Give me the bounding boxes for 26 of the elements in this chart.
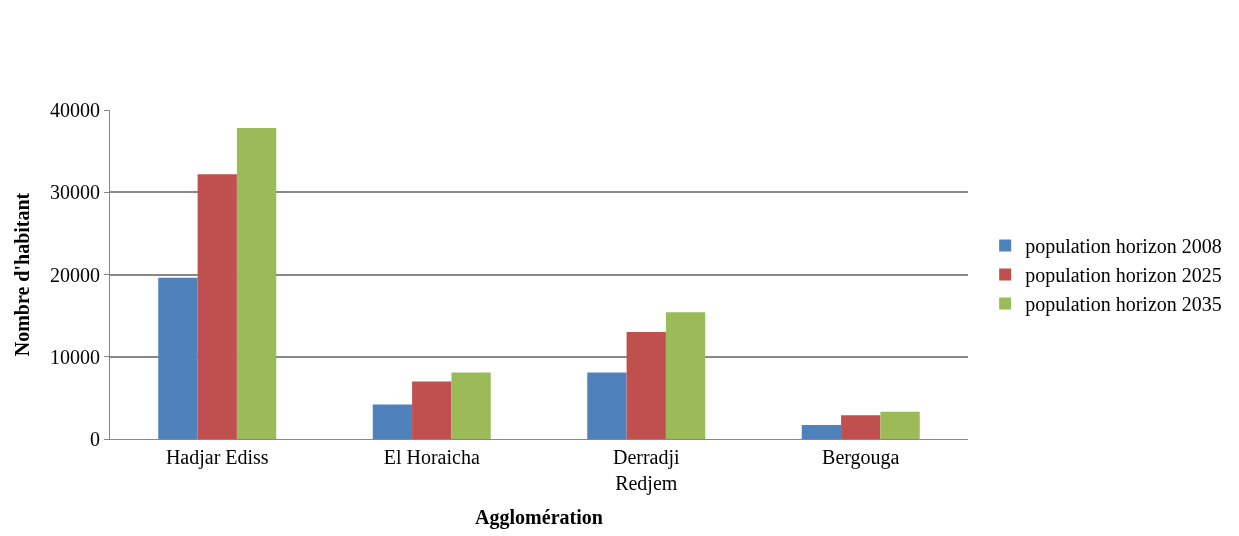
bar [372, 404, 413, 439]
legend-label: population horizon 2035 [1025, 293, 1222, 317]
x-tick-label: Hadjar Ediss [165, 446, 269, 469]
legend-label: population horizon 2008 [1025, 235, 1222, 259]
y-tick-label: 40000 [50, 99, 100, 121]
bar [197, 174, 237, 439]
bar [412, 381, 452, 439]
bar [236, 128, 277, 439]
x-tick-label: Derradji Redjem [612, 446, 680, 495]
bar [880, 411, 920, 439]
bar [587, 372, 627, 439]
y-tick-label: 10000 [50, 345, 100, 368]
bar [626, 332, 666, 439]
x-axis-title: Agglomération [475, 505, 603, 529]
y-axis-title: Nombre d'habitant [10, 192, 33, 357]
y-tick-label: 0 [90, 428, 100, 450]
y-tick-label: 30000 [50, 181, 100, 204]
y-tick-label: 20000 [50, 263, 100, 286]
bar [158, 277, 198, 439]
bar [451, 372, 491, 439]
x-tick-label: Bergouga [822, 446, 900, 469]
bar [665, 312, 706, 439]
legend-label: population horizon 2025 [1025, 264, 1222, 288]
x-tick-label: El Horaicha [383, 446, 480, 468]
bar [801, 425, 842, 439]
bar [841, 415, 881, 439]
